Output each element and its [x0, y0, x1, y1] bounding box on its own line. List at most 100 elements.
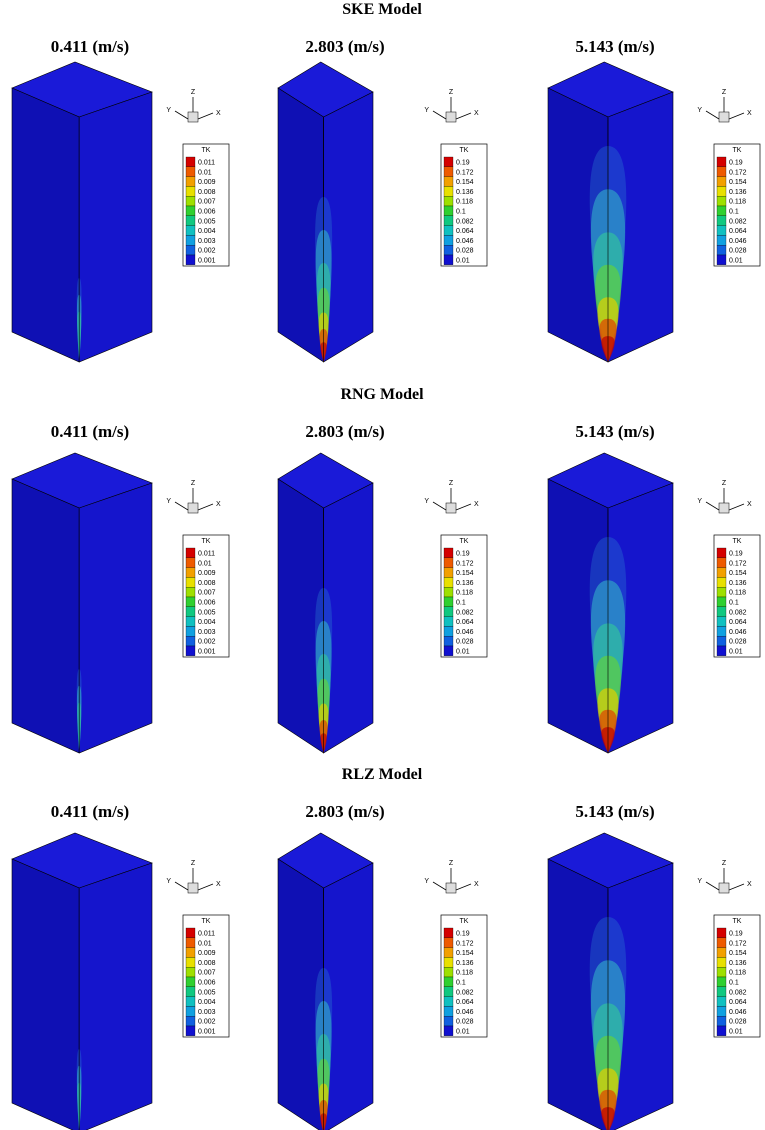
legend-level: 0.136	[456, 580, 474, 587]
legend-level: 0.1	[729, 209, 739, 216]
panel: 2.803 (m/s) Z Y X TK 0.19 0.172 0.154 0.136 0.118…	[277, 37, 488, 363]
panel-label: 5.143 (m/s)	[575, 422, 654, 441]
legend-level: 0.002	[198, 639, 216, 646]
legend-swatch	[185, 567, 196, 578]
axis-x	[728, 883, 745, 891]
legend-level: 0.028	[456, 639, 474, 646]
triad-cube	[445, 882, 457, 894]
legend-level: 0.011	[198, 931, 215, 938]
axis-label: X	[474, 110, 479, 117]
legend-level: 0.172	[729, 560, 747, 567]
legend-level: 0.004	[198, 228, 216, 235]
legend-swatch	[443, 587, 454, 598]
legend-level: 0.19	[729, 931, 743, 938]
panel-label: 0.411 (m/s)	[51, 37, 129, 56]
legend-swatch	[716, 996, 727, 1007]
legend-swatch	[716, 937, 727, 948]
panel: 0.411 (m/s) Z Y X TK 0.011 0.01 0.009 0.008 0.007…	[11, 37, 230, 363]
legend-swatch	[185, 205, 196, 216]
legend-level: 0.009	[198, 179, 216, 186]
axis-x	[455, 112, 472, 120]
axis-label: Y	[424, 878, 429, 885]
legend-swatch	[443, 156, 454, 167]
legend-swatch	[716, 626, 727, 637]
legend-level: 0.046	[729, 629, 747, 636]
legend-swatch	[443, 986, 454, 997]
legend-swatch	[716, 156, 727, 167]
legend-level: 0.01	[456, 258, 470, 265]
axis-label: X	[216, 110, 221, 117]
legend-swatch	[716, 976, 727, 987]
axis-label: Z	[722, 860, 727, 867]
box-left	[11, 87, 80, 363]
panel: 5.143 (m/s) Z Y X TK 0.19 0.172 0.154 0.136 0.118…	[547, 37, 761, 363]
axis-x	[197, 112, 214, 120]
legend-level: 0.01	[456, 1029, 470, 1036]
triad-cube	[718, 111, 730, 123]
legend-level: 0.002	[198, 248, 216, 255]
legend-swatch	[443, 215, 454, 226]
box-right	[78, 862, 153, 1130]
legend-swatch	[185, 626, 196, 637]
legend-swatch	[716, 986, 727, 997]
legend-swatch	[185, 577, 196, 588]
legend-level: 0.082	[456, 609, 474, 616]
legend-swatch	[185, 967, 196, 978]
legend-level: 0.006	[198, 600, 216, 607]
panel-label: 5.143 (m/s)	[575, 802, 654, 821]
panel: 5.143 (m/s) Z Y X TK 0.19 0.172 0.154 0.136 0.118…	[547, 802, 761, 1130]
axis-y	[432, 110, 447, 120]
box-left	[11, 478, 80, 754]
box-left	[547, 858, 609, 1130]
legend-level: 0.003	[198, 629, 216, 636]
panel-label: 2.803 (m/s)	[305, 802, 384, 821]
legend-level: 0.01	[729, 649, 743, 656]
legend-level: 0.118	[456, 199, 473, 206]
legend-swatch	[716, 547, 727, 558]
panel: 0.411 (m/s) Z Y X TK 0.011 0.01 0.009 0.008 0.007…	[11, 802, 230, 1130]
panel: 5.143 (m/s) Z Y X TK 0.19 0.172 0.154 0.136 0.118…	[547, 422, 761, 754]
legend-level: 0.118	[729, 970, 746, 977]
legend-swatch	[716, 1025, 727, 1036]
legend-swatch	[443, 186, 454, 197]
legend-level: 0.136	[456, 189, 474, 196]
legend-level: 0.082	[729, 218, 747, 225]
panel-label: 5.143 (m/s)	[575, 37, 654, 56]
legend-swatch	[443, 947, 454, 958]
legend-level: 0.154	[456, 950, 474, 957]
legend-level: 0.005	[198, 989, 216, 996]
legend-level: 0.046	[729, 238, 747, 245]
legend-level: 0.007	[198, 590, 216, 597]
legend-level: 0.009	[198, 570, 216, 577]
legend-title: TK	[460, 918, 469, 925]
axis-x	[455, 503, 472, 511]
legend-title: TK	[460, 538, 469, 545]
legend-swatch	[716, 235, 727, 246]
legend-swatch	[185, 245, 196, 256]
legend-swatch	[185, 196, 196, 207]
axis-label: Z	[191, 480, 196, 487]
legend-swatch	[185, 186, 196, 197]
axis-label: X	[474, 501, 479, 508]
axis-y	[174, 881, 189, 891]
legend-title: TK	[733, 147, 742, 154]
axis-y	[705, 501, 720, 511]
legend-swatch	[716, 616, 727, 627]
legend-swatch	[185, 547, 196, 558]
legend-swatch	[185, 596, 196, 607]
legend-level: 0.046	[456, 629, 474, 636]
legend-level: 0.064	[456, 999, 474, 1006]
legend-swatch	[185, 636, 196, 647]
axis-x	[197, 883, 214, 891]
legend-swatch	[716, 254, 727, 265]
legend-level: 0.01	[198, 560, 212, 567]
legend-title: TK	[202, 147, 211, 154]
legend-swatch	[443, 557, 454, 568]
axis-y	[174, 110, 189, 120]
legend-level: 0.005	[198, 609, 216, 616]
row-title: RNG Model	[340, 386, 424, 403]
legend-level: 0.082	[729, 609, 747, 616]
legend-level: 0.082	[729, 989, 747, 996]
axis-x	[197, 503, 214, 511]
axis-label: Y	[424, 107, 429, 114]
